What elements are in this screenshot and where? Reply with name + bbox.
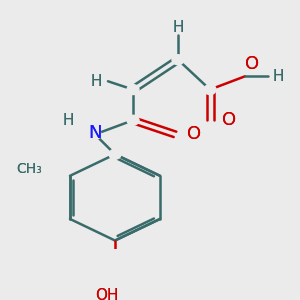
Text: H: H bbox=[172, 20, 184, 35]
Circle shape bbox=[172, 55, 184, 65]
Text: O: O bbox=[222, 111, 236, 129]
Text: H: H bbox=[91, 74, 102, 89]
Text: O: O bbox=[245, 55, 259, 73]
Text: OH: OH bbox=[95, 288, 119, 300]
Text: N: N bbox=[88, 124, 102, 142]
Text: N: N bbox=[88, 124, 102, 142]
Circle shape bbox=[127, 115, 139, 125]
Text: O: O bbox=[187, 125, 201, 143]
Text: H: H bbox=[62, 113, 74, 128]
Text: OH: OH bbox=[95, 288, 119, 300]
Text: CH₃: CH₃ bbox=[16, 162, 42, 176]
Text: H: H bbox=[272, 69, 284, 84]
Text: O: O bbox=[187, 125, 201, 143]
Text: H: H bbox=[172, 20, 184, 35]
Text: O: O bbox=[245, 55, 259, 73]
Text: H: H bbox=[62, 113, 74, 128]
Circle shape bbox=[127, 85, 139, 94]
Text: H: H bbox=[272, 69, 284, 84]
Circle shape bbox=[109, 149, 121, 159]
Circle shape bbox=[89, 129, 101, 139]
Text: H: H bbox=[91, 74, 102, 89]
Circle shape bbox=[204, 85, 216, 94]
Text: CH₃: CH₃ bbox=[16, 162, 42, 176]
Text: O: O bbox=[222, 111, 236, 129]
